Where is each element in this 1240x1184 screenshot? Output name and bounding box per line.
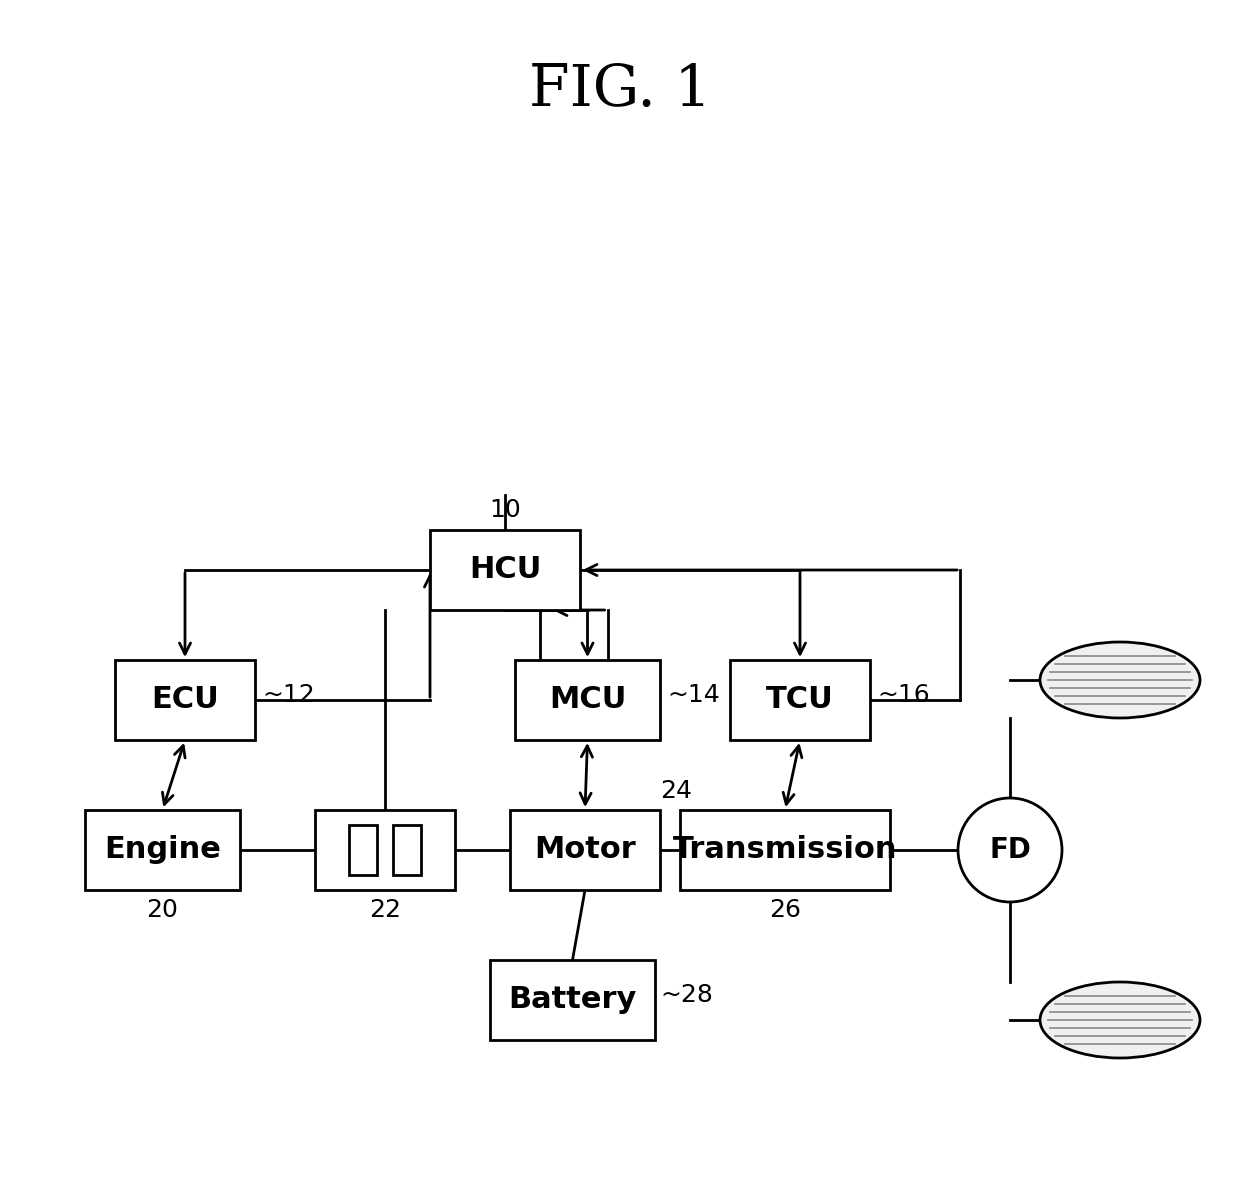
Bar [730,659,870,740]
Ellipse shape [1040,982,1200,1058]
Text: 26: 26 [769,897,801,922]
Text: 20: 20 [146,897,177,922]
Text: FIG. 1: FIG. 1 [528,62,712,118]
Bar [680,810,890,890]
Text: Engine: Engine [104,836,221,864]
Bar [510,810,660,890]
Text: Motor: Motor [534,836,636,864]
Text: ~28: ~28 [660,983,713,1008]
Bar [430,530,580,610]
Text: ~12: ~12 [262,683,315,707]
Bar [490,960,655,1040]
Circle shape [959,798,1061,902]
Text: ECU: ECU [151,686,219,714]
Bar [86,810,241,890]
Text: FD: FD [990,836,1030,864]
Text: HCU: HCU [469,555,541,585]
Text: TCU: TCU [766,686,833,714]
Bar [348,825,377,875]
Text: 24: 24 [660,779,692,803]
Ellipse shape [1040,642,1200,718]
Bar [393,825,422,875]
Text: 10: 10 [489,498,521,522]
Bar [315,810,455,890]
Bar [115,659,255,740]
Text: Battery: Battery [508,985,636,1015]
Text: ~16: ~16 [877,683,930,707]
Bar [515,659,660,740]
Text: Transmission: Transmission [673,836,898,864]
Text: MCU: MCU [549,686,626,714]
Text: ~14: ~14 [667,683,719,707]
Text: 22: 22 [370,897,401,922]
